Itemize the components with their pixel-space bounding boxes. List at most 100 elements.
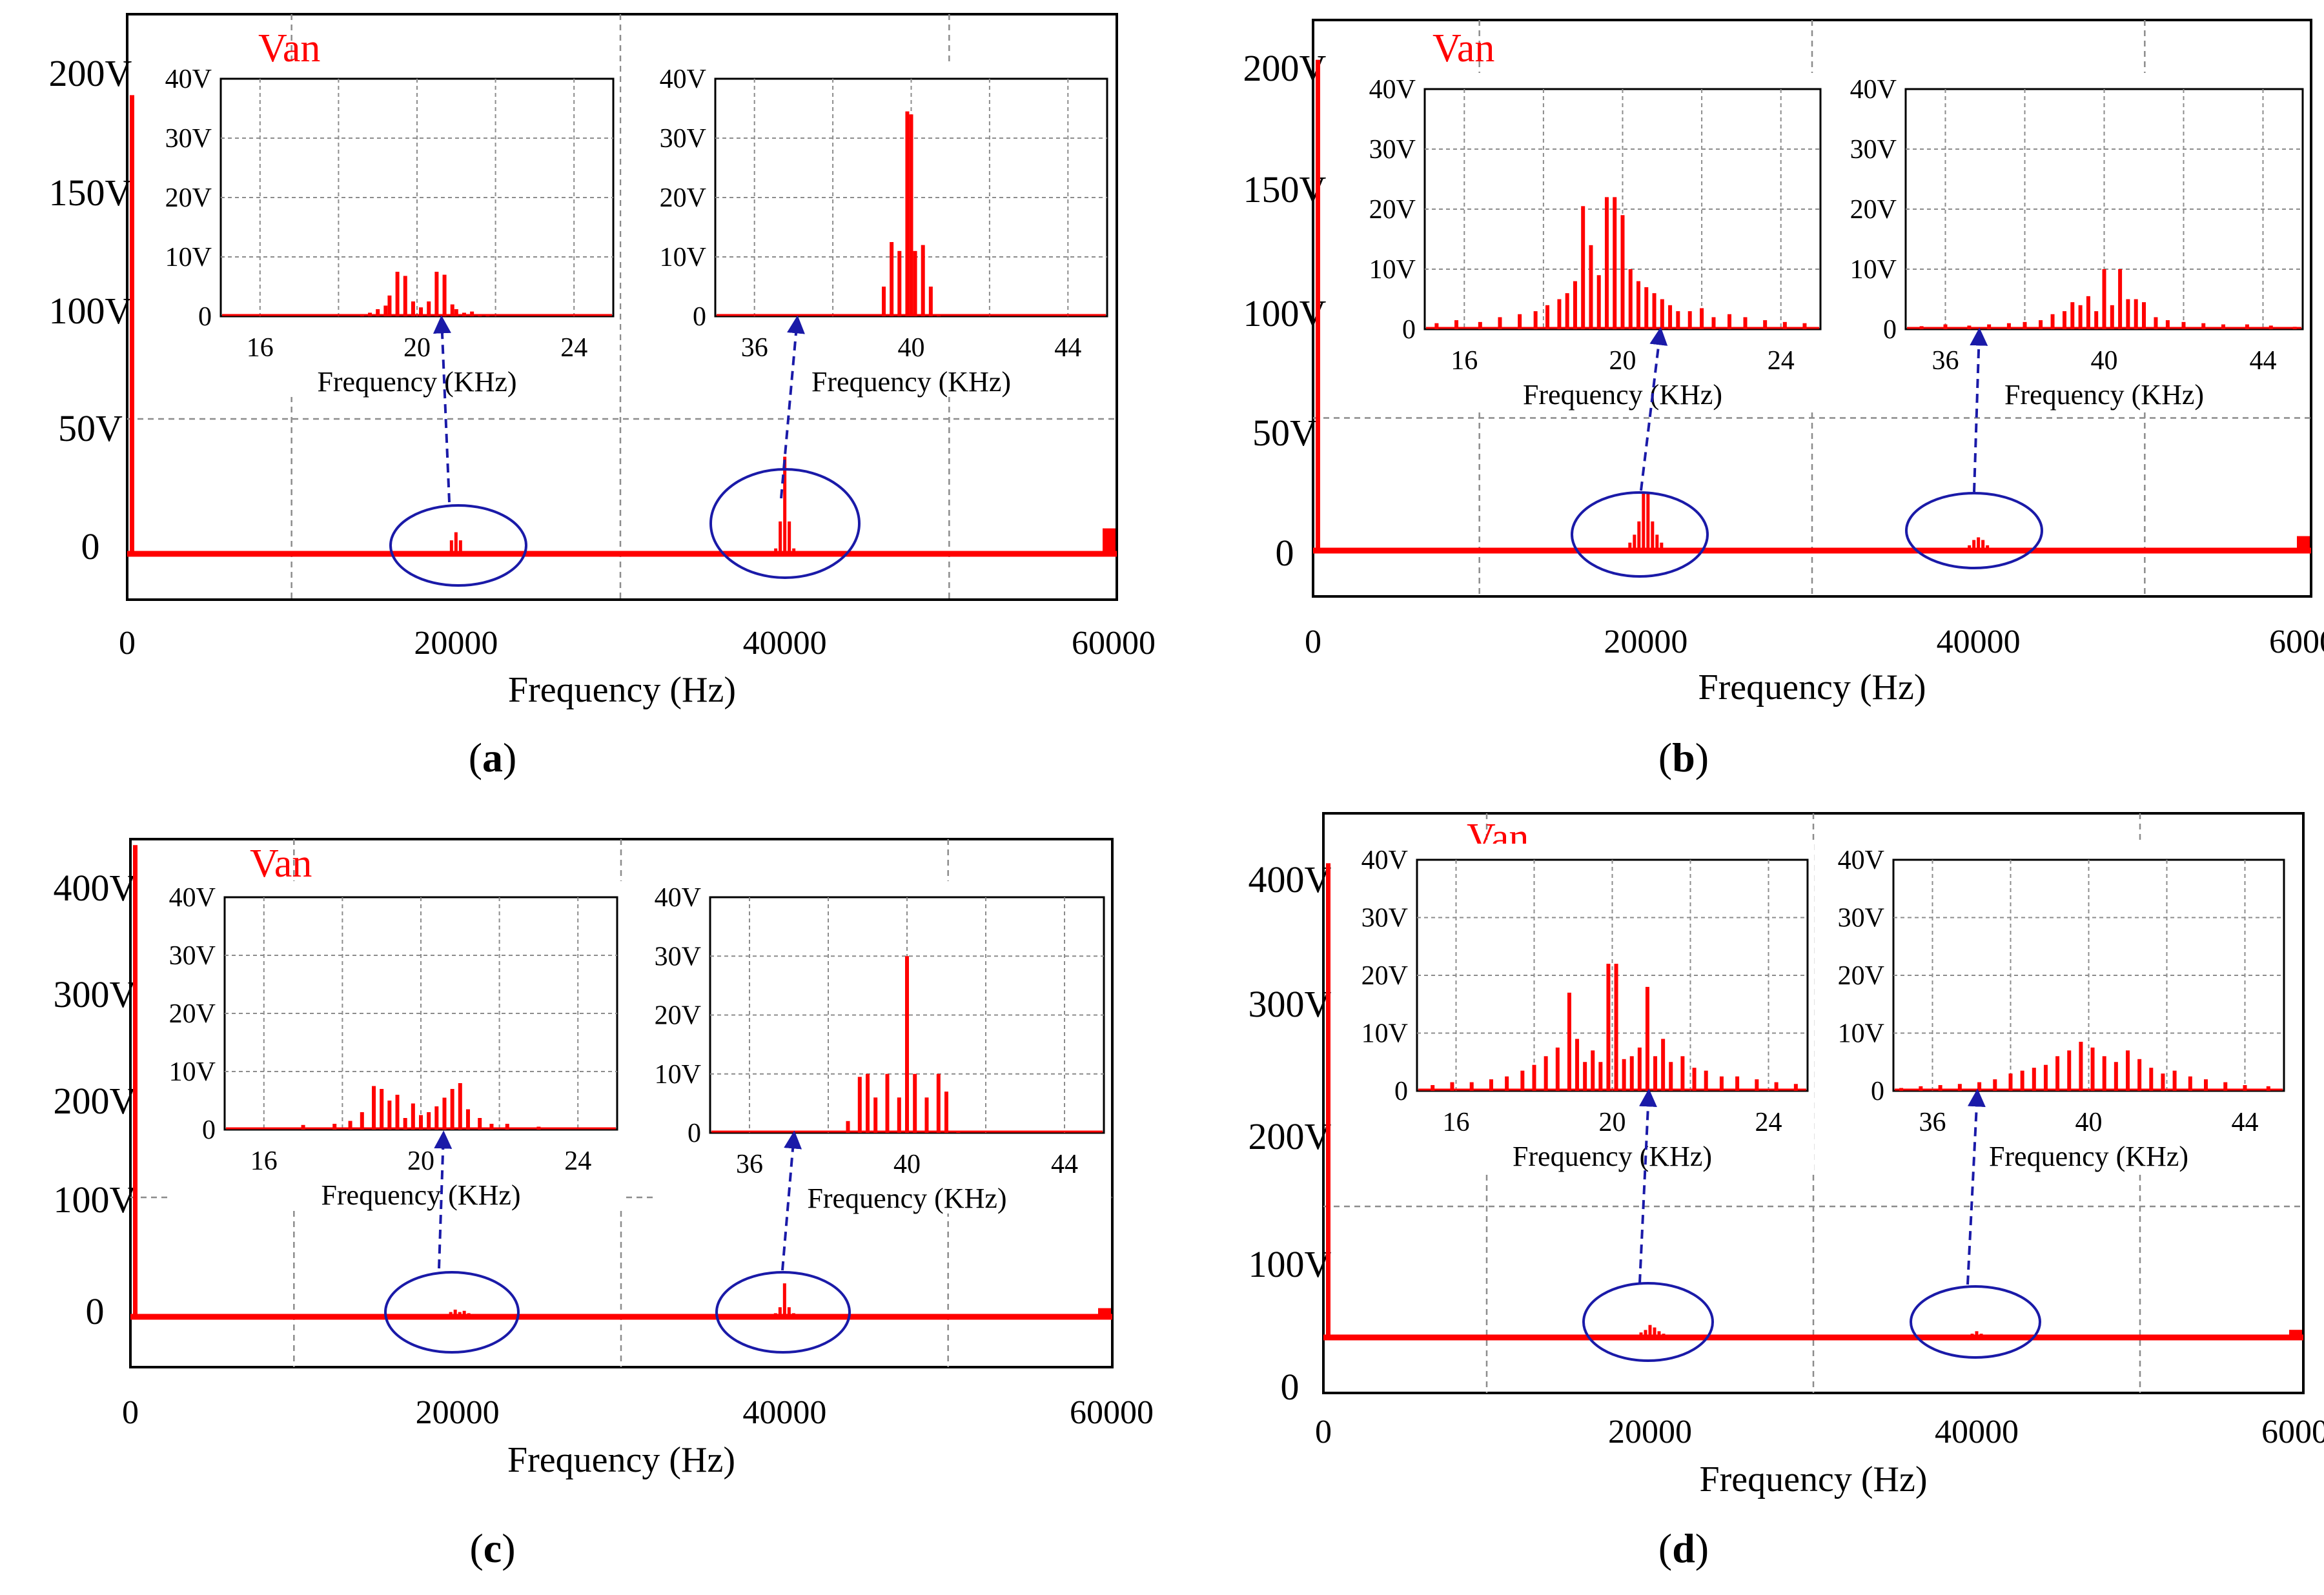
inset-spectrum-bar [387,1101,392,1130]
inset-y-tick-label: 0 [1883,315,1897,345]
main-x-tick-label: 20000 [1604,624,1687,660]
inset-spectrum-bar [2063,311,2066,329]
inset-y-tick-label: 10V [1369,255,1416,285]
inset-y-tick-label: 30V [1850,135,1897,165]
inset-spectrum-bar [332,1124,337,1130]
inset-spectrum-bar [2172,1070,2177,1091]
cluster-bar [1977,537,1981,551]
cluster-bar [1655,534,1659,551]
inset-spectrum-bar [1589,245,1593,329]
cluster-bar [1984,1336,1988,1337]
inset-y-tick-label: 40V [1361,846,1408,875]
main-y-tick-label: 400V [1249,858,1332,900]
inset-spectrum-bar [1728,314,1732,329]
cluster-bar [1975,1331,1979,1337]
main-y-tick-label: 400V [54,867,137,909]
inset-y-tick-label: 0 [1402,315,1416,345]
inset-spectrum-bar [1533,311,1538,329]
main-y-tick-label: 200V [1249,1115,1332,1157]
inset-spectrum-bar [427,301,431,316]
inset-x-axis-label: Frequency (KHz) [811,366,1011,398]
inset-spectrum-bar [1596,275,1601,329]
highlight-ellipse [384,1271,520,1354]
inset-spectrum-bar [885,1073,890,1133]
main-x-tick-label: 0 [1305,624,1321,660]
inset-spectrum-bar [485,315,490,316]
inset-y-tick-label: 0 [1871,1077,1884,1106]
inset-spectrum-bar [2126,1050,2130,1091]
inset-spectrum-bar [1645,986,1649,1091]
panel-caption: (b) [1658,735,1709,780]
inset-y-tick-label: 0 [202,1115,216,1145]
inset-spectrum-bar [1680,1056,1685,1091]
panel-caption: (d) [1658,1525,1709,1571]
inset-spectrum-bar [1977,1082,1982,1091]
cluster-bar [454,532,458,554]
inset-x-tick-label: 24 [1768,346,1795,376]
inset-spectrum-bar [2142,302,2146,329]
main-y-tick-label: 300V [54,973,137,1015]
inset-spectrum-bar [1735,1076,1740,1091]
inset-2: 0 10V 20V 30V 40V 36 40 44 Frequency (KHz) [660,63,1114,398]
inset-spectrum-bar [2201,323,2206,329]
inset-spectrum-bar [1518,314,1522,329]
zoom-arrow [434,1130,453,1269]
cluster-bar [1628,542,1632,551]
inset-spectrum-bar [1676,311,1680,329]
zoom-arrow [780,315,805,499]
cluster-bar [792,548,796,554]
inset-x-tick-label: 24 [564,1146,591,1176]
inset-y-tick-label: 40V [660,65,706,94]
zoom-arrow [781,1130,802,1271]
inset-spectrum-bar [2165,320,2170,329]
inset-spectrum-bar [913,250,917,316]
inset-spectrum-bar [2204,1079,2208,1091]
inset-y-tick-label: 10V [1838,1019,1884,1049]
inset-y-tick-label: 20V [1850,195,1897,225]
inset-spectrum-bar [1454,320,1459,329]
inset-y-tick-label: 20V [660,183,706,213]
inset-spectrum-bar [1967,325,1972,329]
inset-spectrum-bar [2102,269,2106,329]
inset-spectrum-bar [360,1112,364,1130]
inset-spectrum-bar [411,301,415,316]
inset-spectrum-bar [2023,321,2027,329]
inset-y-tick-label: 40V [1369,75,1416,105]
main-x-tick-label: 60000 [1072,625,1156,662]
inset-spectrum-bar [450,304,454,316]
cluster-bar [1633,534,1636,551]
inset-spectrum-bar [921,245,925,316]
inset-y-tick-label: 40V [169,883,216,913]
inset-spectrum-bar [897,250,902,316]
main-y-tick-label: 0 [1281,1366,1300,1408]
main-y-tick-label: 150V [1243,168,1327,210]
inset-spectrum-bar [2268,325,2273,329]
inset-spectrum-bar [434,1106,439,1130]
inset-spectrum-bar [1637,1047,1642,1091]
inset-spectrum-bar [1644,287,1649,329]
inset-spectrum-bar [866,1073,870,1133]
inset-spectrum-bar [2094,311,2099,329]
inset-y-tick-label: 30V [655,942,701,971]
inset-y-tick-label: 30V [660,124,706,154]
inset-spectrum-bar [1431,1085,1435,1091]
inset-spectrum-bar [928,287,933,316]
inset-spectrum-bar [2102,1056,2106,1091]
tail-bar [2289,1330,2302,1337]
inset-spectrum-bar [1660,299,1664,329]
inset-spectrum-bar [1505,1076,1509,1091]
cluster-bar [463,551,467,554]
main-x-tick-label: 40000 [1935,1414,2019,1450]
inset-spectrum-bar [1704,1070,1708,1091]
inset-x-tick-label: 44 [2250,346,2277,376]
inset-spectrum-bar [2078,305,2083,329]
inset-spectrum-bar [419,307,423,316]
dc-bar [130,95,134,554]
inset-spectrum-bar [465,1109,470,1130]
inset-spectrum-bar [1629,1056,1634,1091]
cluster-bar [1644,1330,1647,1337]
inset-spectrum-bar [1583,1062,1587,1091]
main-y-tick-label: 100V [1243,292,1327,334]
series-title-van: Van [250,842,312,886]
